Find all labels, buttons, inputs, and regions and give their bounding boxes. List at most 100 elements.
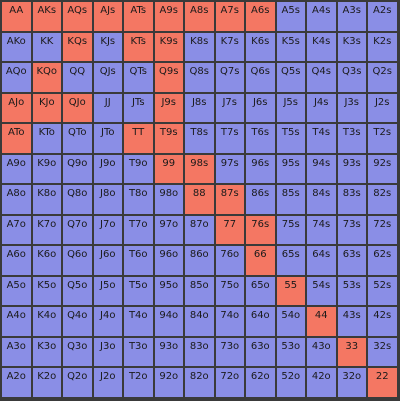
hand-cell-32o[interactable]: 32o — [337, 368, 366, 397]
hand-cell-t6s[interactable]: T6s — [246, 124, 275, 153]
hand-cell-52o[interactable]: 52o — [276, 368, 305, 397]
hand-cell-jto[interactable]: JTo — [93, 124, 122, 153]
hand-cell-92s[interactable]: 92s — [368, 154, 397, 183]
hand-cell-77[interactable]: 77 — [215, 215, 244, 244]
hand-cell-87o[interactable]: 87o — [185, 215, 214, 244]
hand-cell-a6s[interactable]: A6s — [246, 2, 275, 31]
hand-cell-j6o[interactable]: J6o — [93, 246, 122, 275]
hand-cell-k4o[interactable]: K4o — [32, 307, 61, 336]
hand-cell-74o[interactable]: 74o — [215, 307, 244, 336]
hand-cell-98s[interactable]: 98s — [185, 154, 214, 183]
hand-cell-43o[interactable]: 43o — [307, 337, 336, 366]
hand-cell-t4s[interactable]: T4s — [307, 124, 336, 153]
hand-cell-j9o[interactable]: J9o — [93, 154, 122, 183]
hand-cell-42o[interactable]: 42o — [307, 368, 336, 397]
hand-cell-t8s[interactable]: T8s — [185, 124, 214, 153]
hand-cell-q2s[interactable]: Q2s — [368, 63, 397, 92]
hand-cell-a6o[interactable]: A6o — [2, 246, 31, 275]
hand-cell-q3o[interactable]: Q3o — [63, 337, 92, 366]
hand-cell-jts[interactable]: JTs — [124, 93, 153, 122]
hand-cell-j2s[interactable]: J2s — [368, 93, 397, 122]
hand-cell-76s[interactable]: 76s — [246, 215, 275, 244]
hand-cell-t7s[interactable]: T7s — [215, 124, 244, 153]
hand-cell-ato[interactable]: ATo — [2, 124, 31, 153]
hand-cell-82o[interactable]: 82o — [185, 368, 214, 397]
hand-cell-93s[interactable]: 93s — [337, 154, 366, 183]
hand-cell-j7o[interactable]: J7o — [93, 215, 122, 244]
hand-cell-64o[interactable]: 64o — [246, 307, 275, 336]
hand-cell-a3o[interactable]: A3o — [2, 337, 31, 366]
hand-cell-k6o[interactable]: K6o — [32, 246, 61, 275]
hand-cell-aqo[interactable]: AQo — [2, 63, 31, 92]
hand-cell-93o[interactable]: 93o — [154, 337, 183, 366]
hand-cell-94o[interactable]: 94o — [154, 307, 183, 336]
hand-cell-a2o[interactable]: A2o — [2, 368, 31, 397]
hand-cell-54o[interactable]: 54o — [276, 307, 305, 336]
hand-cell-k7o[interactable]: K7o — [32, 215, 61, 244]
hand-cell-aks[interactable]: AKs — [32, 2, 61, 31]
hand-cell-t9s[interactable]: T9s — [154, 124, 183, 153]
hand-cell-q5o[interactable]: Q5o — [63, 276, 92, 305]
hand-cell-33[interactable]: 33 — [337, 337, 366, 366]
hand-cell-k9s[interactable]: K9s — [154, 32, 183, 61]
hand-cell-22[interactable]: 22 — [368, 368, 397, 397]
hand-cell-k9o[interactable]: K9o — [32, 154, 61, 183]
hand-cell-a5o[interactable]: A5o — [2, 276, 31, 305]
hand-cell-q8o[interactable]: Q8o — [63, 185, 92, 214]
hand-cell-kts[interactable]: KTs — [124, 32, 153, 61]
hand-cell-t5o[interactable]: T5o — [124, 276, 153, 305]
hand-cell-a5s[interactable]: A5s — [276, 2, 305, 31]
hand-cell-qts[interactable]: QTs — [124, 63, 153, 92]
hand-cell-a8s[interactable]: A8s — [185, 2, 214, 31]
hand-cell-jj[interactable]: JJ — [93, 93, 122, 122]
hand-cell-k3o[interactable]: K3o — [32, 337, 61, 366]
hand-cell-qq[interactable]: QQ — [63, 63, 92, 92]
hand-cell-64s[interactable]: 64s — [307, 246, 336, 275]
hand-cell-t2s[interactable]: T2s — [368, 124, 397, 153]
hand-cell-76o[interactable]: 76o — [215, 246, 244, 275]
hand-cell-j5o[interactable]: J5o — [93, 276, 122, 305]
hand-cell-k3s[interactable]: K3s — [337, 32, 366, 61]
hand-cell-53o[interactable]: 53o — [276, 337, 305, 366]
hand-cell-j8o[interactable]: J8o — [93, 185, 122, 214]
hand-cell-95s[interactable]: 95s — [276, 154, 305, 183]
hand-cell-96s[interactable]: 96s — [246, 154, 275, 183]
hand-cell-k2s[interactable]: K2s — [368, 32, 397, 61]
hand-cell-j9s[interactable]: J9s — [154, 93, 183, 122]
hand-cell-k7s[interactable]: K7s — [215, 32, 244, 61]
hand-cell-a3s[interactable]: A3s — [337, 2, 366, 31]
hand-cell-92o[interactable]: 92o — [154, 368, 183, 397]
hand-cell-65o[interactable]: 65o — [246, 276, 275, 305]
hand-cell-ajo[interactable]: AJo — [2, 93, 31, 122]
hand-cell-t5s[interactable]: T5s — [276, 124, 305, 153]
hand-cell-k8o[interactable]: K8o — [32, 185, 61, 214]
hand-cell-t2o[interactable]: T2o — [124, 368, 153, 397]
hand-cell-52s[interactable]: 52s — [368, 276, 397, 305]
hand-cell-63o[interactable]: 63o — [246, 337, 275, 366]
hand-cell-a9s[interactable]: A9s — [154, 2, 183, 31]
hand-cell-72o[interactable]: 72o — [215, 368, 244, 397]
hand-cell-a4s[interactable]: A4s — [307, 2, 336, 31]
hand-cell-k8s[interactable]: K8s — [185, 32, 214, 61]
hand-cell-99[interactable]: 99 — [154, 154, 183, 183]
hand-cell-kk[interactable]: KK — [32, 32, 61, 61]
hand-cell-j3s[interactable]: J3s — [337, 93, 366, 122]
hand-cell-42s[interactable]: 42s — [368, 307, 397, 336]
hand-cell-55[interactable]: 55 — [276, 276, 305, 305]
hand-cell-kqs[interactable]: KQs — [63, 32, 92, 61]
hand-cell-aa[interactable]: AA — [2, 2, 31, 31]
hand-cell-k5o[interactable]: K5o — [32, 276, 61, 305]
hand-cell-j7s[interactable]: J7s — [215, 93, 244, 122]
hand-cell-q4s[interactable]: Q4s — [307, 63, 336, 92]
hand-cell-q4o[interactable]: Q4o — [63, 307, 92, 336]
hand-cell-32s[interactable]: 32s — [368, 337, 397, 366]
hand-cell-62s[interactable]: 62s — [368, 246, 397, 275]
hand-cell-t6o[interactable]: T6o — [124, 246, 153, 275]
hand-cell-q9o[interactable]: Q9o — [63, 154, 92, 183]
hand-cell-j4s[interactable]: J4s — [307, 93, 336, 122]
hand-cell-a9o[interactable]: A9o — [2, 154, 31, 183]
hand-cell-q7o[interactable]: Q7o — [63, 215, 92, 244]
hand-cell-j4o[interactable]: J4o — [93, 307, 122, 336]
hand-cell-83s[interactable]: 83s — [337, 185, 366, 214]
hand-cell-86s[interactable]: 86s — [246, 185, 275, 214]
